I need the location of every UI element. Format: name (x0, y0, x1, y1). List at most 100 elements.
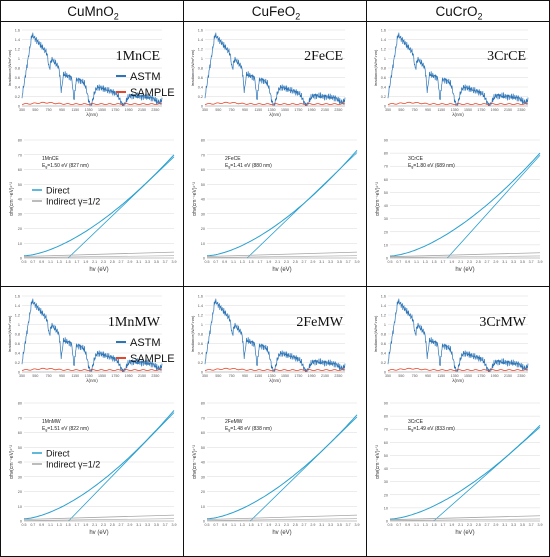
y-tick-label: 1 (384, 57, 386, 61)
x-tick-label: 350 (385, 374, 391, 378)
series-line-indirect (206, 251, 358, 257)
band-gap-subscript: g (228, 428, 230, 432)
y-tick-label: 0.6 (198, 342, 203, 346)
x-tick-label: 1.5 (66, 523, 71, 527)
y-axis-label: αhv(cm⁻¹eV)¹ᐟ² (192, 182, 198, 216)
y-tick-label: 20 (18, 227, 22, 231)
x-tick-label: 1.1 (414, 260, 419, 264)
x-tick-label: 1750 (477, 108, 485, 112)
x-tick-label: 0.9 (39, 523, 44, 527)
x-tick-label: 2350 (151, 374, 159, 378)
band-gap-symbol: E (42, 426, 46, 432)
y-axis-label: αhv(cm⁻¹eV)¹ᐟ² (192, 445, 198, 479)
x-axis-label: λ(nm) (269, 112, 281, 117)
x-tick-label: 550 (215, 374, 221, 378)
band-gap-symbol: E (225, 426, 229, 432)
y-tick-label: 60 (384, 441, 388, 445)
x-tick-label: 1550 (281, 374, 289, 378)
x-tick-label: 2150 (138, 374, 146, 378)
chart-3CrMW: 0 0.2 0.4 0.6 0.8 1 1.2 1.4 1.6 350 550 750 950 1150 1… (373, 295, 529, 383)
y-tick-label: 0 (201, 105, 203, 109)
y-tick-label: 40 (18, 198, 22, 202)
x-tick-label: 1.3 (57, 523, 62, 527)
x-axis-label: λ(nm) (86, 378, 98, 383)
y-tick-label: 70 (201, 153, 205, 157)
x-tick-label: 2.1 (92, 260, 97, 264)
y-tick-label: 10 (18, 505, 22, 509)
x-tick-label: 2.1 (92, 523, 97, 527)
sample-label: 1MnCE (116, 49, 160, 64)
y-tick-label: 50 (384, 454, 388, 458)
band-gap-subscript: g (45, 428, 47, 432)
y-tick-label: 50 (201, 446, 205, 450)
band-gap-value: =1.48 eV (838 nm) (230, 426, 272, 432)
y-axis-label: Irradiance(W/m².nm) (373, 49, 378, 86)
y-tick-label: 10 (384, 506, 388, 510)
x-tick-label: 1.1 (414, 523, 419, 527)
y-tick-label: 70 (384, 428, 388, 432)
y-tick-label: 60 (201, 168, 205, 172)
x-tick-label: 1.5 (432, 260, 437, 264)
y-tick-label: 30 (384, 217, 388, 221)
x-tick-label: 1.7 (257, 260, 262, 264)
annotation-sample-name: 2FeMW (225, 419, 243, 425)
series-line-sample (387, 367, 529, 372)
y-tick-label: 1.6 (198, 295, 203, 299)
x-tick-label: 3.5 (337, 260, 342, 264)
y-tick-label: 0.6 (15, 342, 20, 346)
x-tick-label: 3.1 (136, 260, 141, 264)
x-tick-label: 750 (229, 374, 235, 378)
legend-label-direct: Direct (46, 449, 70, 459)
x-axis-label: λ(nm) (452, 378, 464, 383)
x-tick-label: 2.5 (293, 523, 298, 527)
y-tick-label: 50 (201, 183, 205, 187)
band-gap-symbol: E (408, 426, 412, 432)
y-tick-label: 1.2 (198, 48, 203, 52)
y-tick-label: 1.4 (198, 304, 203, 308)
x-tick-label: 1750 (294, 108, 302, 112)
x-tick-label: 2.9 (310, 260, 315, 264)
column-title-cucro2: CuCrO2 (435, 4, 483, 22)
series-line-indirect-fit (23, 518, 175, 521)
x-tick-label: 550 (398, 108, 404, 112)
x-tick-label: 1.1 (48, 260, 53, 264)
y-axis-label: αhv(cm⁻¹eV)¹ᐟ² (9, 182, 15, 216)
series-line-sample (21, 101, 163, 105)
series-line-indirect-fit (206, 255, 358, 258)
y-tick-label: 80 (384, 152, 388, 156)
x-tick-label: 2150 (321, 108, 329, 112)
chart-2FeMW: 0 0.2 0.4 0.6 0.8 1 1.2 1.4 1.6 350 550 750 950 1150 1… (190, 295, 346, 383)
x-tick-label: 1.1 (231, 523, 236, 527)
legend-label-direct: Direct (46, 186, 70, 196)
y-tick-label: 0 (18, 105, 20, 109)
x-tick-label: 950 (425, 374, 431, 378)
x-tick-label: 1.1 (48, 523, 53, 527)
y-axis-label: Irradiance(W/m².nm) (7, 315, 12, 352)
y-tick-label: 70 (18, 153, 22, 157)
x-tick-label: 1.7 (440, 260, 445, 264)
band-gap-symbol: E (225, 163, 229, 169)
x-tick-label: 0.5 (205, 523, 210, 527)
x-tick-label: 2.9 (493, 260, 498, 264)
series-line-sample (204, 367, 346, 372)
y-tick-label: 80 (201, 139, 205, 143)
x-tick-label: 550 (32, 108, 38, 112)
legend-label-astm: ASTM (130, 71, 161, 83)
annotation-band-gap: Eg=1.80 eV (689 nm) (408, 163, 455, 169)
x-tick-label: 750 (229, 108, 235, 112)
y-tick-label: 20 (384, 493, 388, 497)
y-tick-label: 0.2 (198, 361, 203, 365)
y-tick-label: 0.2 (15, 361, 20, 365)
y-tick-label: 0.2 (198, 95, 203, 99)
column-title-cufeo2: CuFeO2 (251, 4, 301, 22)
y-tick-label: 30 (201, 212, 205, 216)
y-tick-label: 40 (201, 461, 205, 465)
band-gap-value: =1.41 eV (880 nm) (230, 163, 272, 169)
x-tick-label: 350 (202, 108, 208, 112)
x-tick-label: 1950 (308, 374, 316, 378)
y-tick-label: 0 (18, 371, 20, 375)
x-tick-label: 3.3 (511, 523, 516, 527)
y-tick-label: 0.8 (198, 333, 203, 337)
y-tick-label: 70 (201, 416, 205, 420)
x-tick-label: 2350 (151, 108, 159, 112)
